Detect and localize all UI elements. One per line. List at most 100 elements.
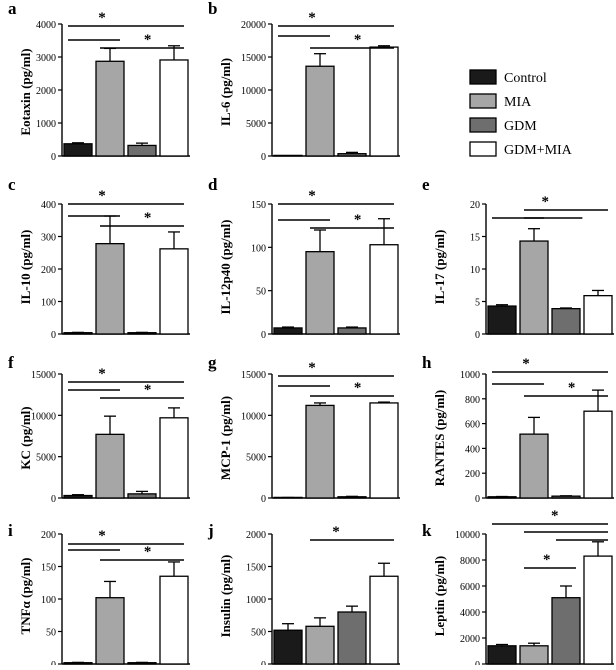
legend-label-gdm: GDM [504,119,537,134]
panel-k-bar-gdm-mia [583,555,613,665]
panel-j-ytick-label: 1000 [246,595,266,606]
panel-j-ytick-label: 500 [251,628,266,639]
panel-b-bar-gdm-mia [369,46,399,157]
panel-f-ytick-label: 15000 [31,370,56,381]
panel-g-ytick-label: 10000 [241,411,266,422]
panel-g-bar-mia [305,404,335,499]
panel-h-bar-gdm-mia [583,410,613,499]
panel-c-ytick-label: 0 [51,330,56,341]
panel-i-ytick-label: 200 [41,530,56,541]
legend-swatch-mia [469,93,497,109]
panel-k-bar-control [487,645,517,665]
panel-g-sig-star: * [308,360,316,376]
panel-k-bar-mia [519,645,549,665]
panel-e-letter: e [422,175,430,194]
panel-f-bar-mia [95,433,125,499]
panel-j-letter: j [207,521,214,540]
panel-g-ytick-label: 15000 [241,370,266,381]
panel-c-ylabel: IL-10 (pg/ml) [18,230,33,305]
panel-e-bar-gdm [551,307,581,335]
panel-f-bar-control [63,494,93,499]
panel-b-sig-star: * [308,10,316,26]
panel-f-letter: f [8,353,14,372]
panel-g-ytick-label: 5000 [246,453,266,464]
panel-a-bar-gdm-mia [159,59,189,157]
panel-h-sig-star: * [568,380,576,396]
panel-f-sig-star: * [144,382,152,398]
panel-d-bar-mia [305,251,335,335]
panel-c-letter: c [8,175,16,194]
panel-k-sig-star: * [551,508,559,524]
panel-j-sig-star: * [332,524,340,540]
panel-k-ytick-label: 4000 [460,608,480,619]
panel-a-bar-gdm [127,144,157,157]
panel-a-bar-mia [95,60,125,157]
panel-h-bar-gdm [551,495,581,499]
panel-c-bar-mia [95,242,125,335]
panel-b-ytick-label: 15000 [241,53,266,64]
panel-d-bar-gdm [337,327,367,335]
panel-a-ytick-label: 1000 [36,119,56,130]
panel-f-ytick-label: 0 [51,494,56,505]
panel-a-sig-star: * [144,32,152,48]
panel-f-ylabel: KC (pg/ml) [18,406,33,469]
panel-j-ytick-label: 2000 [246,530,266,541]
panel-c-ytick-label: 300 [41,233,56,244]
panel-a-sig-star: * [98,10,106,26]
panel-d-ytick-label: 100 [251,243,266,254]
panel-b-ytick-label: 0 [261,152,266,163]
panel-g-bar-gdm-mia [369,402,399,499]
panel-h-ytick-label: 200 [465,469,480,480]
panel-d-ytick-label: 150 [251,200,266,211]
panel-e-ylabel: IL-17 (pg/ml) [432,230,447,305]
panel-c-bar-gdm-mia [159,248,189,335]
panel-a-letter: a [8,0,17,18]
panel-d-sig-star: * [308,188,316,204]
panel-i-ylabel: TNFα (pg/ml) [18,558,33,635]
panel-i-sig-star: * [144,544,152,560]
panel-k-ytick-label: 10000 [455,530,480,541]
panel-g-letter: g [208,353,217,372]
panel-j-bar-mia [305,625,335,665]
panel-d-ytick-label: 0 [261,330,266,341]
panel-a-ytick-label: 4000 [36,20,56,31]
panel-d-letter: d [208,175,218,194]
panel-i-sig-star: * [98,528,106,544]
panel-k-ytick-label: 6000 [460,582,480,593]
panel-e-bar-gdm-mia [583,294,613,335]
panel-j-ytick-label: 1500 [246,563,266,574]
panel-b-ylabel: IL-6 (pg/ml) [218,58,233,126]
panel-j-ytick-label: 0 [261,660,266,665]
panel-h-ylabel: RANTES (pg/ml) [432,390,447,486]
panel-c-sig-star: * [98,188,106,204]
panel-f-bar-gdm [127,493,157,499]
panel-a-ylabel: Eotaxin (pg/ml) [18,48,33,135]
panel-b-ytick-label: 5000 [246,119,266,130]
panel-d-ylabel: IL-12p40 (pg/ml) [218,220,233,315]
panel-e-ytick-label: 20 [470,200,480,211]
legend-swatch-gdm-mia [469,141,497,157]
panel-h-ytick-label: 400 [465,444,480,455]
panel-j-bar-gdm [337,611,367,665]
panel-h-ytick-label: 0 [475,494,480,505]
panel-h-letter: h [422,353,432,372]
panel-i-bar-mia [95,597,125,665]
panel-e-ytick-label: 10 [470,265,480,276]
panel-h-ytick-label: 600 [465,420,480,431]
panel-i-ytick-label: 50 [46,628,56,639]
panel-b-letter: b [208,0,217,18]
legend-label-control: Control [504,71,547,86]
panel-e-bar-mia [519,240,549,335]
panel-d-sig-star: * [354,212,362,228]
panel-f-sig-star: * [98,366,106,382]
panel-i-letter: i [8,521,13,540]
panel-j-bar-gdm-mia [369,575,399,665]
panel-k-ytick-label: 0 [475,660,480,665]
panel-e-sig-star: * [541,194,549,210]
panel-d-bar-control [273,327,303,335]
panel-b-bar-mia [305,65,335,157]
panel-c-ytick-label: 200 [41,265,56,276]
panel-g-ylabel: MCP-1 (pg/ml) [218,396,233,480]
panel-a-ytick-label: 0 [51,152,56,163]
